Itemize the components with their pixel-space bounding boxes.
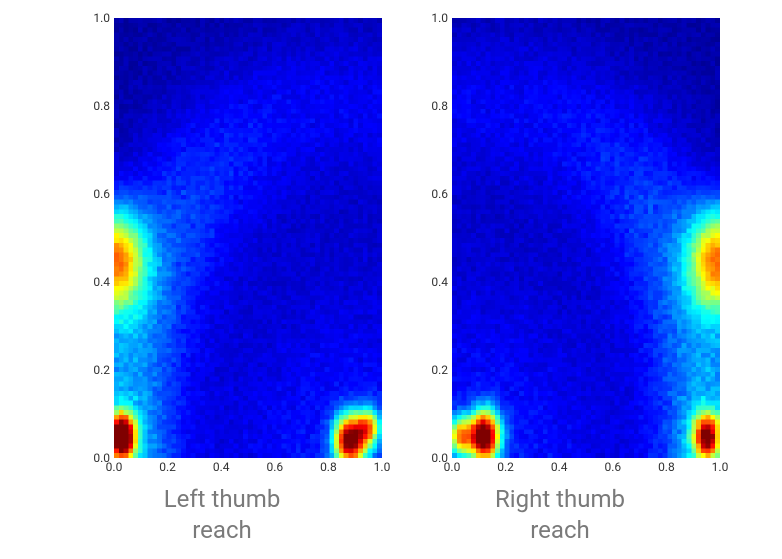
x-tick-label: 1.0 — [712, 460, 729, 474]
x-tick-label: 0.8 — [658, 460, 675, 474]
x-tick-label: 0.8 — [320, 460, 337, 474]
left-panel: 0.0 0.2 0.4 0.6 0.8 1.0 0.0 0.2 0.4 0.6 … — [62, 18, 382, 546]
y-tick-label: 0.2 — [93, 363, 110, 377]
y-tick-label: 0.8 — [431, 99, 448, 113]
right-plot-frame: 0.0 0.2 0.4 0.6 0.8 1.0 0.0 0.2 0.4 0.6 … — [400, 18, 720, 478]
left-caption: Left thumb reach — [164, 484, 281, 546]
y-tick-label: 0.6 — [93, 187, 110, 201]
y-tick-label: 0.4 — [93, 275, 110, 289]
left-plot-frame: 0.0 0.2 0.4 0.6 0.8 1.0 0.0 0.2 0.4 0.6 … — [62, 18, 382, 478]
right-panel: 0.0 0.2 0.4 0.6 0.8 1.0 0.0 0.2 0.4 0.6 … — [400, 18, 720, 546]
x-tick-label: 0.4 — [551, 460, 568, 474]
x-tick-label: 0.2 — [159, 460, 176, 474]
y-tick-label: 1.0 — [93, 11, 110, 25]
x-tick-label: 0.4 — [213, 460, 230, 474]
left-heatmap — [114, 18, 382, 458]
left-plot-area — [114, 18, 382, 458]
x-tick-label: 0.0 — [444, 460, 461, 474]
figure-row: 0.0 0.2 0.4 0.6 0.8 1.0 0.0 0.2 0.4 0.6 … — [0, 0, 782, 546]
y-tick-label: 0.8 — [93, 99, 110, 113]
right-heatmap — [452, 18, 720, 458]
x-tick-label: 1.0 — [374, 460, 391, 474]
x-tick-label: 0.0 — [106, 460, 123, 474]
y-tick-label: 1.0 — [431, 11, 448, 25]
right-plot-area — [452, 18, 720, 458]
right-caption: Right thumb reach — [495, 484, 625, 546]
y-tick-label: 0.4 — [431, 275, 448, 289]
caption-line: reach — [192, 516, 251, 544]
caption-line: Left thumb — [164, 485, 281, 513]
caption-line: Right thumb — [495, 485, 625, 513]
caption-line: reach — [530, 516, 589, 544]
x-tick-label: 0.6 — [604, 460, 621, 474]
x-tick-label: 0.6 — [266, 460, 283, 474]
y-tick-label: 0.6 — [431, 187, 448, 201]
x-tick-label: 0.2 — [497, 460, 514, 474]
y-tick-label: 0.2 — [431, 363, 448, 377]
